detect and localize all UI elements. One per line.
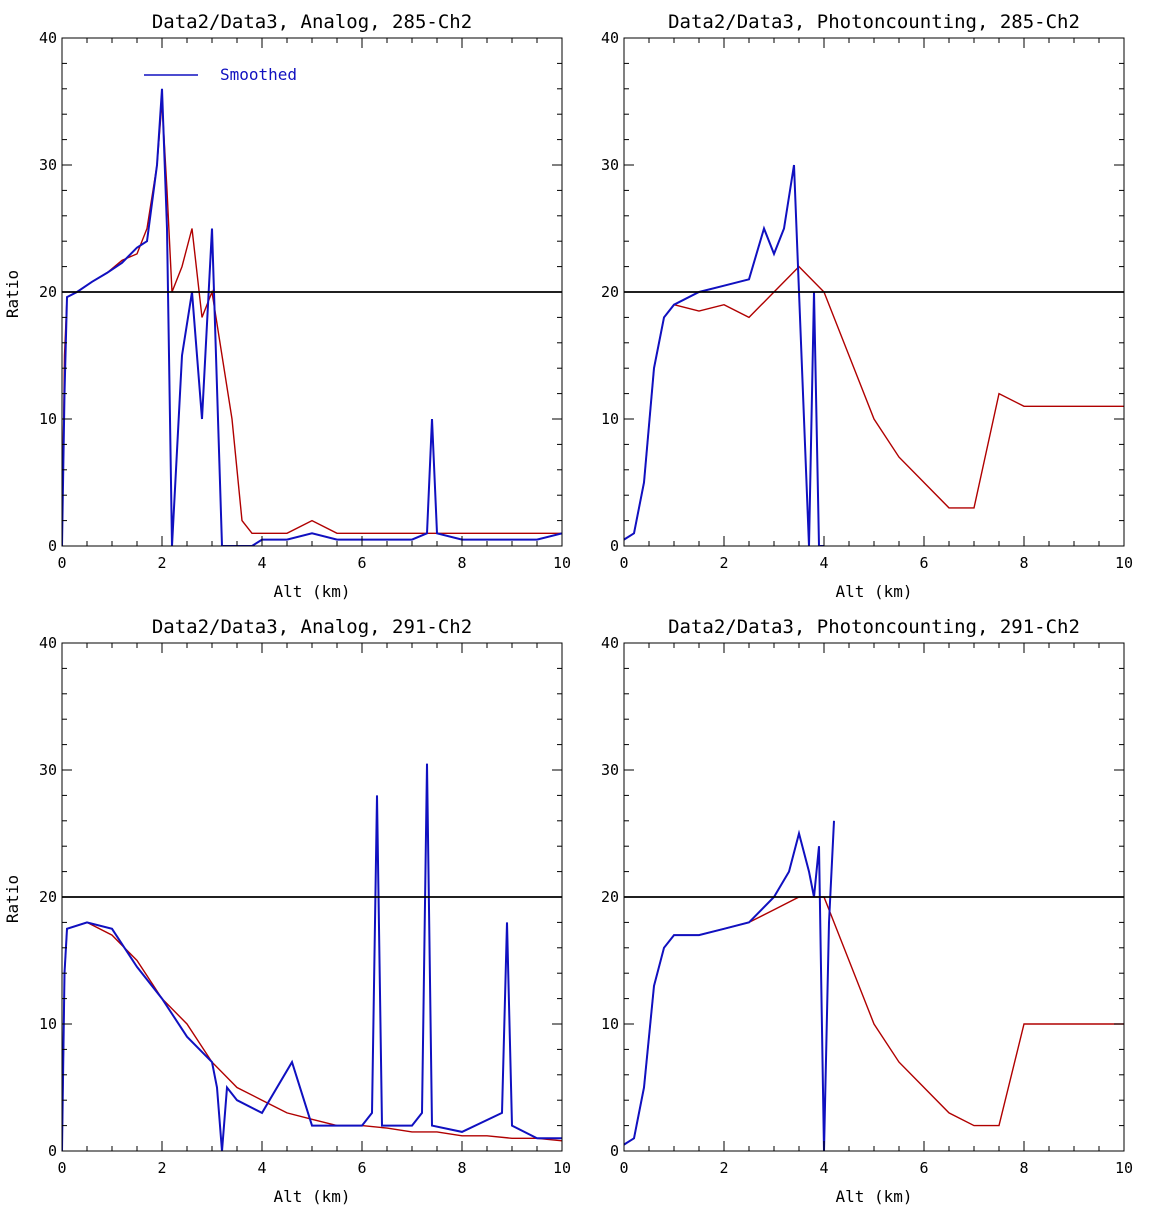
x-tick-label: 6	[919, 554, 928, 572]
x-tick-label: 10	[1115, 554, 1133, 572]
x-tick-label: 0	[619, 1159, 628, 1177]
y-tick-label: 10	[39, 1015, 57, 1033]
y-tick-label: 20	[601, 283, 619, 301]
y-axis-label: Ratio	[3, 270, 22, 318]
raw-ratio-line	[62, 101, 562, 546]
y-tick-label: 20	[39, 283, 57, 301]
x-tick-label: 8	[457, 1159, 466, 1177]
smoothed-line	[62, 763, 562, 1151]
y-tick-label: 10	[601, 410, 619, 428]
x-tick-label: 4	[819, 554, 828, 572]
x-tick-label: 6	[357, 1159, 366, 1177]
x-tick-label: 0	[57, 1159, 66, 1177]
x-tick-label: 0	[619, 554, 628, 572]
panel-analog-291: Data2/Data3, Analog, 291-Ch2 Alt (km) Ra…	[3, 616, 571, 1206]
y-tick-label: 20	[601, 888, 619, 906]
x-axis-label: Alt (km)	[835, 582, 912, 601]
y-tick-label: 30	[39, 156, 57, 174]
x-tick-label: 4	[257, 1159, 266, 1177]
legend-label: Smoothed	[220, 65, 297, 84]
y-tick-label: 0	[610, 1142, 619, 1160]
x-tick-label: 8	[457, 554, 466, 572]
x-tick-label: 2	[157, 554, 166, 572]
x-axis-label: Alt (km)	[273, 582, 350, 601]
y-tick-label: 40	[601, 29, 619, 47]
x-tick-label: 8	[1019, 1159, 1028, 1177]
y-tick-label: 30	[601, 156, 619, 174]
x-tick-label: 2	[719, 554, 728, 572]
panel-title: Data2/Data3, Photoncounting, 291-Ch2	[668, 616, 1080, 638]
raw-ratio-line	[624, 265, 1124, 541]
y-tick-label: 20	[39, 888, 57, 906]
smoothed-line	[624, 164, 824, 546]
x-tick-label: 4	[819, 1159, 828, 1177]
y-tick-label: 10	[601, 1015, 619, 1033]
y-tick-label: 30	[601, 761, 619, 779]
x-tick-label: 0	[57, 554, 66, 572]
x-tick-label: 10	[1115, 1159, 1133, 1177]
y-tick-label: 40	[601, 634, 619, 652]
y-tick-label: 0	[48, 537, 57, 555]
y-tick-label: 0	[610, 537, 619, 555]
panel-title: Data2/Data3, Analog, 285-Ch2	[152, 11, 472, 33]
panel-title: Data2/Data3, Photoncounting, 285-Ch2	[668, 11, 1080, 33]
raw-ratio-line	[62, 921, 562, 1151]
x-tick-label: 6	[919, 1159, 928, 1177]
y-tick-label: 10	[39, 410, 57, 428]
smoothed-line	[624, 820, 835, 1151]
y-axis-label: Ratio	[3, 875, 22, 923]
y-tick-label: 40	[39, 29, 57, 47]
y-tick-label: 0	[48, 1142, 57, 1160]
y-tick-label: 40	[39, 634, 57, 652]
panel-title: Data2/Data3, Analog, 291-Ch2	[152, 616, 472, 638]
x-tick-label: 10	[553, 554, 571, 572]
x-tick-label: 2	[719, 1159, 728, 1177]
x-tick-label: 2	[157, 1159, 166, 1177]
y-tick-label: 30	[39, 761, 57, 779]
panel-photoncounting-285: Data2/Data3, Photoncounting, 285-Ch2 Alt…	[601, 11, 1133, 601]
x-tick-label: 8	[1019, 554, 1028, 572]
x-axis-label: Alt (km)	[273, 1187, 350, 1206]
x-tick-label: 4	[257, 554, 266, 572]
x-tick-label: 6	[357, 554, 366, 572]
panel-analog-285: Data2/Data3, Analog, 285-Ch2 Alt (km) Ra…	[3, 11, 571, 601]
panel-photoncounting-291: Data2/Data3, Photoncounting, 291-Ch2 Alt…	[601, 616, 1133, 1206]
smoothed-line	[62, 88, 562, 546]
x-tick-label: 10	[553, 1159, 571, 1177]
x-axis-label: Alt (km)	[835, 1187, 912, 1206]
